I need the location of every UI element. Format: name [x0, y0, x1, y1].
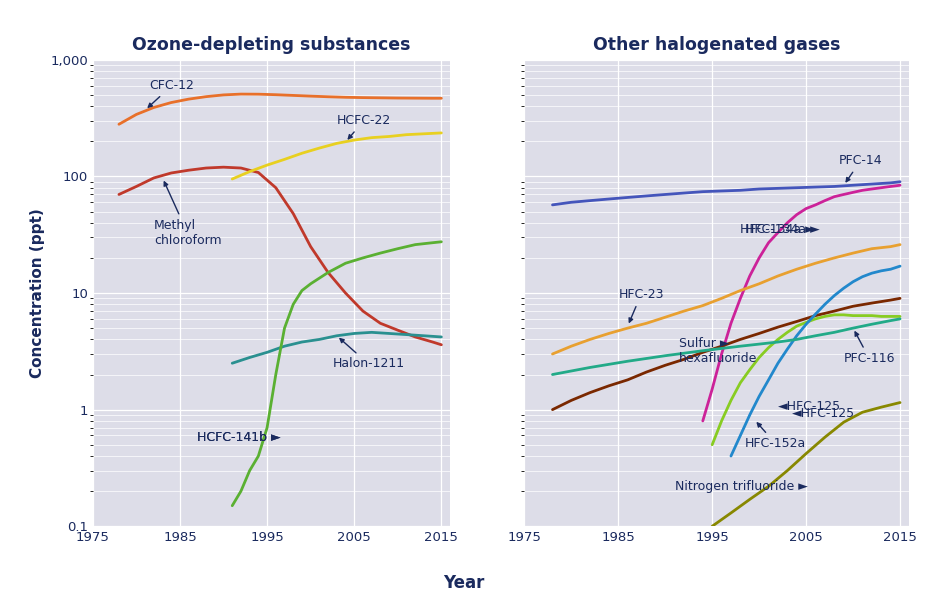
Text: HCFC-141b ►: HCFC-141b ► [197, 431, 281, 444]
Text: HFC-134a ►: HFC-134a ► [744, 223, 819, 236]
Text: Halon-1211: Halon-1211 [332, 338, 404, 371]
Text: Year: Year [443, 574, 484, 592]
Text: PFC-14: PFC-14 [838, 154, 882, 182]
Text: HFC-134a ►: HFC-134a ► [740, 223, 814, 236]
Text: Nitrogen trifluoride ►: Nitrogen trifluoride ► [674, 480, 806, 493]
Text: HCFC-141b ►: HCFC-141b ► [197, 431, 281, 444]
Text: PFC-116: PFC-116 [843, 332, 895, 365]
Text: ◄HFC-125: ◄HFC-125 [777, 401, 840, 413]
Text: HFC-152a: HFC-152a [744, 423, 806, 450]
Y-axis label: Concentration (ppt): Concentration (ppt) [30, 208, 44, 378]
Title: Ozone-depleting substances: Ozone-depleting substances [132, 36, 411, 54]
Text: CFC-12: CFC-12 [148, 79, 194, 107]
Text: Methyl
chloroform: Methyl chloroform [154, 182, 222, 247]
Text: ◄HFC-125: ◄HFC-125 [791, 407, 854, 420]
Title: Other halogenated gases: Other halogenated gases [592, 36, 840, 54]
Text: Sulfur ►
hexafluoride: Sulfur ► hexafluoride [679, 337, 756, 365]
Text: HFC-23: HFC-23 [617, 288, 663, 322]
Text: HCFC-22: HCFC-22 [337, 114, 390, 139]
